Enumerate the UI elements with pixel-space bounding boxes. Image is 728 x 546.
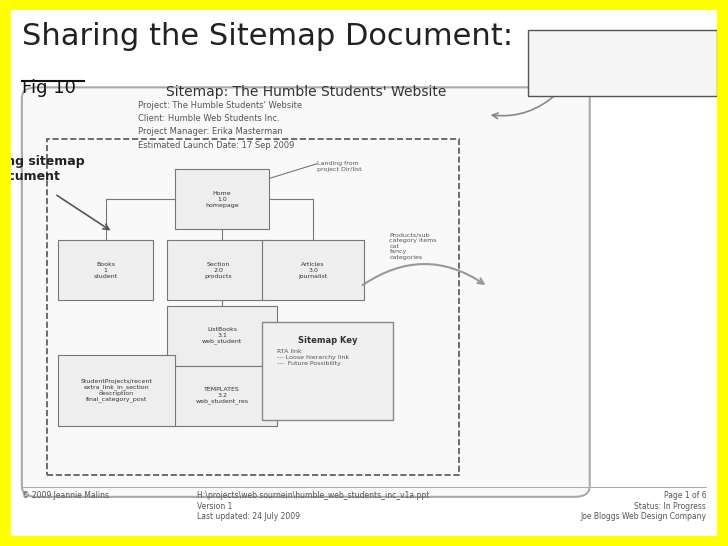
Text: Fig 10: Fig 10 bbox=[22, 79, 76, 97]
Text: Sitemap: The Humble Students' Website: Sitemap: The Humble Students' Website bbox=[165, 85, 446, 99]
Text: Template that holds
the working document: Template that holds the working document bbox=[559, 52, 686, 74]
Text: StudentProjects/recent
extra_link_in_section
description
final_category_post: StudentProjects/recent extra_link_in_sec… bbox=[81, 378, 152, 402]
Text: Section
2.0
products: Section 2.0 products bbox=[205, 262, 232, 278]
Text: © 2009 Jeannie Malins: © 2009 Jeannie Malins bbox=[22, 491, 109, 500]
Text: TEMPLATES
3.2
web_student_res: TEMPLATES 3.2 web_student_res bbox=[196, 387, 248, 405]
Text: Home
1.0
homepage: Home 1.0 homepage bbox=[205, 191, 239, 207]
FancyBboxPatch shape bbox=[262, 240, 364, 300]
FancyBboxPatch shape bbox=[262, 322, 393, 420]
Text: Landing from
project Dir/list: Landing from project Dir/list bbox=[317, 161, 361, 172]
FancyBboxPatch shape bbox=[167, 240, 269, 300]
FancyBboxPatch shape bbox=[167, 306, 277, 366]
Text: Page 1 of 6
Status: In Progress
Joe Bloggs Web Design Company: Page 1 of 6 Status: In Progress Joe Blog… bbox=[580, 491, 706, 521]
FancyBboxPatch shape bbox=[58, 355, 175, 426]
Text: H:\projects\web sournein\humble_web_students_inc_v1a.ppt
Version 1
Last updated:: H:\projects\web sournein\humble_web_stud… bbox=[197, 491, 429, 521]
FancyBboxPatch shape bbox=[58, 240, 153, 300]
Text: Products/sub
category items
cat
fancy
categories: Products/sub category items cat fancy ca… bbox=[389, 232, 437, 260]
FancyBboxPatch shape bbox=[22, 87, 590, 497]
Text: Sharing the Sitemap Document:: Sharing the Sitemap Document: bbox=[22, 22, 513, 51]
Text: Working sitemap
document: Working sitemap document bbox=[0, 155, 84, 183]
Text: RTA link
--- Loose hierarchy link
---  Future Possibility: RTA link --- Loose hierarchy link --- Fu… bbox=[277, 349, 349, 366]
Text: ListBooks
3.1
web_student: ListBooks 3.1 web_student bbox=[202, 327, 242, 345]
FancyBboxPatch shape bbox=[167, 366, 277, 426]
FancyBboxPatch shape bbox=[528, 30, 717, 96]
Text: Books
1
student: Books 1 student bbox=[93, 262, 118, 278]
Text: Sitemap Key: Sitemap Key bbox=[298, 336, 357, 345]
Text: Articles
3.0
journalist: Articles 3.0 journalist bbox=[298, 262, 328, 278]
FancyBboxPatch shape bbox=[175, 169, 269, 229]
Text: Project: The Humble Students' Website
Client: Humble Web Students Inc.
Project M: Project: The Humble Students' Website Cl… bbox=[138, 101, 302, 150]
